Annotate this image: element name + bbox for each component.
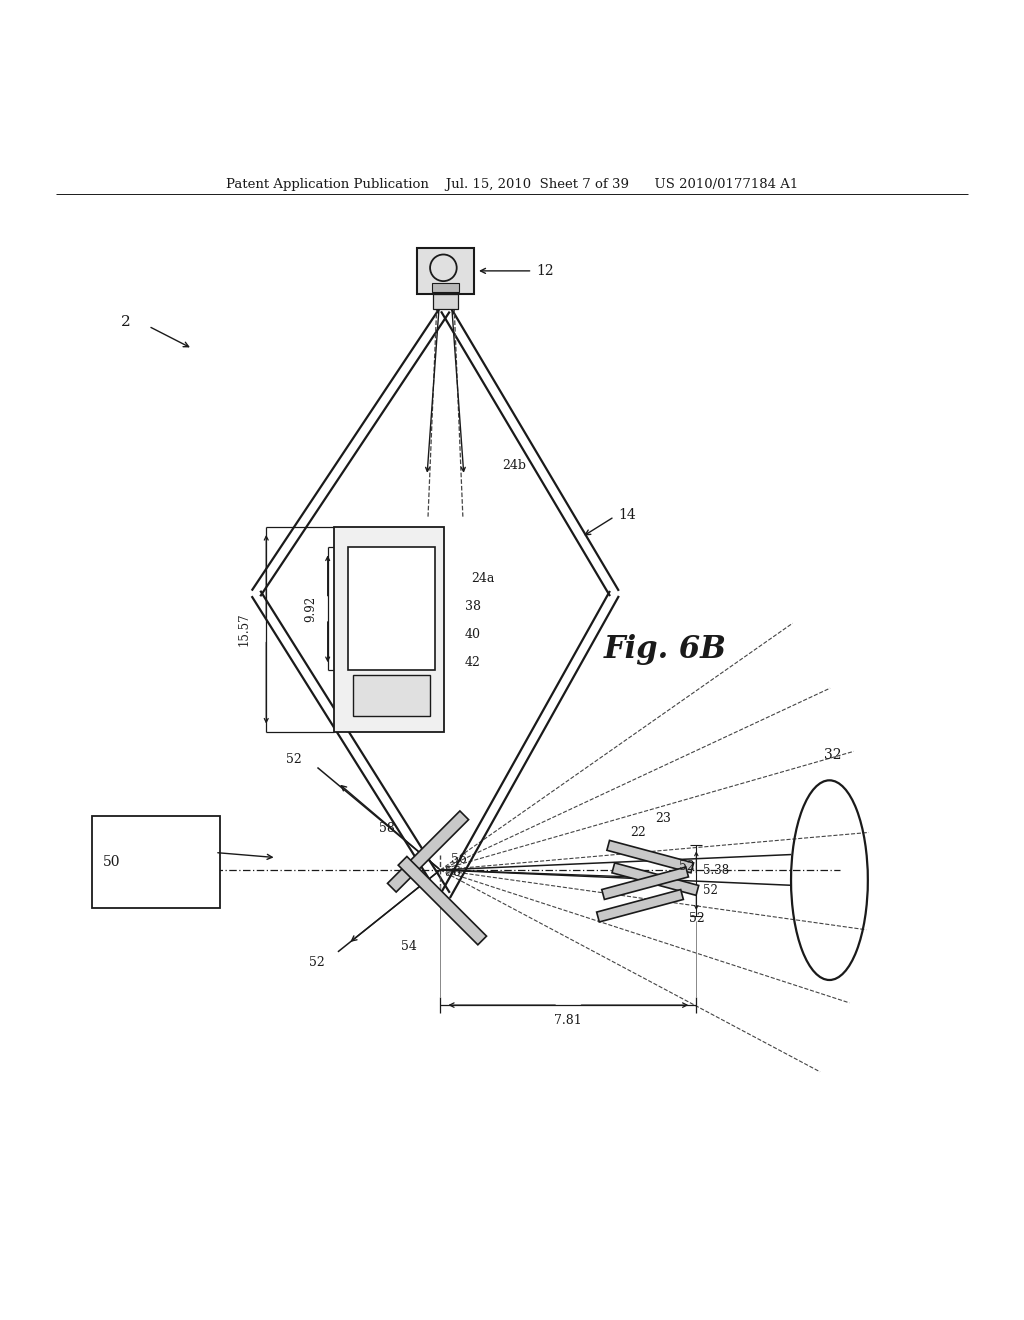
Polygon shape: [607, 841, 693, 873]
Bar: [92, 816, 220, 908]
Text: 15.57: 15.57: [238, 612, 251, 645]
Text: 58: 58: [379, 822, 395, 836]
Polygon shape: [612, 863, 698, 895]
Text: 52: 52: [689, 912, 705, 924]
Text: 42: 42: [465, 656, 481, 668]
Text: 24a: 24a: [471, 572, 495, 585]
Text: 40: 40: [465, 628, 481, 642]
Bar: [418, 248, 473, 294]
Text: 14: 14: [618, 508, 636, 521]
Bar: [334, 527, 444, 731]
Polygon shape: [602, 867, 688, 899]
Bar: [433, 294, 458, 309]
Text: 50: 50: [102, 855, 120, 869]
Text: 9.92: 9.92: [304, 595, 317, 622]
Text: 2: 2: [121, 315, 131, 329]
Text: 52: 52: [309, 956, 325, 969]
Polygon shape: [387, 810, 469, 892]
Text: 54: 54: [401, 940, 418, 953]
Text: 24b: 24b: [502, 459, 525, 473]
Text: 52: 52: [679, 861, 694, 874]
Text: 12: 12: [537, 264, 554, 279]
Text: 32: 32: [824, 747, 842, 762]
Polygon shape: [398, 857, 486, 945]
Bar: [432, 282, 459, 292]
Text: 56: 56: [451, 853, 467, 866]
Text: 5.38: 5.38: [703, 863, 730, 876]
Text: 22: 22: [630, 825, 645, 838]
Text: 56: 56: [445, 866, 462, 879]
Text: 23: 23: [655, 812, 672, 825]
Polygon shape: [597, 890, 683, 921]
Text: 52: 52: [703, 884, 719, 898]
Text: 38: 38: [465, 601, 481, 614]
Text: 52: 52: [287, 752, 302, 766]
Text: Patent Application Publication    Jul. 15, 2010  Sheet 7 of 39      US 2010/0177: Patent Application Publication Jul. 15, …: [226, 178, 798, 191]
Bar: [353, 676, 430, 717]
Bar: [348, 548, 435, 671]
Text: 7.81: 7.81: [554, 1014, 583, 1027]
Text: Fig. 6B: Fig. 6B: [604, 635, 727, 665]
